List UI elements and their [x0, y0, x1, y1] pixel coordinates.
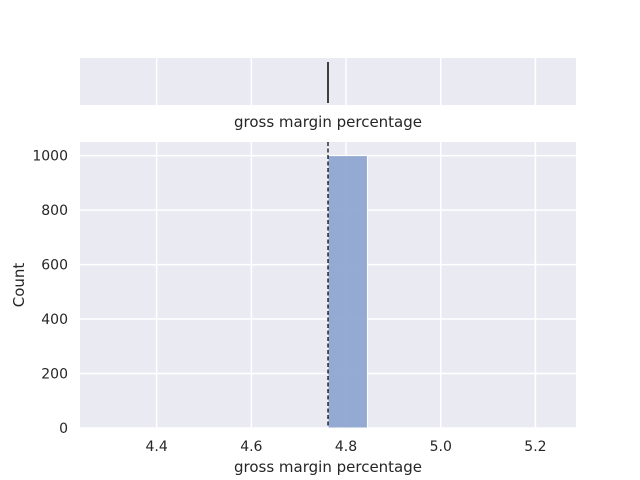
x-tick-label: 4.6 [240, 439, 262, 455]
y-tick-label: 0 [59, 421, 68, 437]
y-tick-label: 400 [41, 312, 68, 328]
y-tick-label: 600 [41, 258, 68, 274]
histogram-y-axis-label: Count [10, 263, 28, 308]
histogram-bars [327, 155, 368, 429]
histogram-panel: 4.4 4.6 4.8 5.0 5.2 0 200 400 600 800 1000 gross … [10, 142, 576, 476]
y-tick-label: 1000 [32, 149, 68, 165]
y-tick-label: 200 [41, 367, 68, 383]
boxplot-gridlines [155, 58, 537, 105]
boxplot-x-axis-label: gross margin percentage [234, 113, 422, 131]
y-tick-label: 800 [41, 203, 68, 219]
histogram-bar [327, 155, 368, 429]
boxplot-marks [327, 62, 329, 103]
histogram-x-tick-labels: 4.4 4.6 4.8 5.0 5.2 [146, 439, 547, 455]
x-tick-label: 4.4 [146, 439, 168, 455]
histogram-x-axis-label: gross margin percentage [234, 458, 422, 476]
boxplot-panel: gross margin percentage [80, 58, 576, 131]
x-tick-label: 5.0 [430, 439, 452, 455]
x-tick-label: 4.8 [335, 439, 357, 455]
x-tick-label: 5.2 [524, 439, 546, 455]
histogram-y-tick-labels: 0 200 400 600 800 1000 [32, 149, 68, 437]
